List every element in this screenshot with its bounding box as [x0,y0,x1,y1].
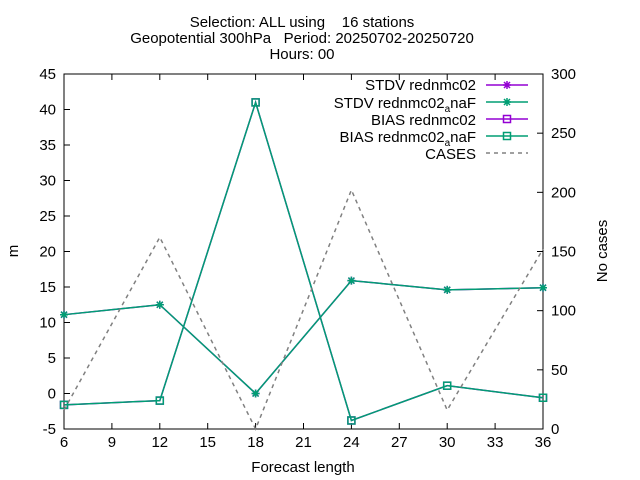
x-tick-label: 27 [391,434,408,451]
y-tick-label: 20 [39,244,56,261]
data-point-bias-rednmc02anaf [251,98,260,107]
x-tick-label: 30 [439,434,456,451]
title-line-3: Hours: 00 [269,46,334,63]
data-point-stdv-rednmc02anaf [251,389,260,398]
y2-tick-label: 150 [551,244,576,261]
y-tick-label: 0 [48,386,56,403]
y2-tick-label: 250 [551,125,576,142]
legend-marker-bias-rednmc02anaf [502,131,512,141]
legend-marker-stdv-rednmc02anaf [503,98,511,106]
x-tick-label: 15 [199,434,216,451]
x-tick-label: 12 [151,434,168,451]
data-point-stdv-rednmc02anaf [443,285,452,294]
data-point-stdv-rednmc02anaf [539,283,547,292]
y-tick-label: 45 [39,66,56,83]
series-bias-rednmc02anaf [59,98,548,425]
y-tick-label: 30 [39,173,56,190]
y-axis-left: -5 0 5 10 15 20 25 30 35 40 45 [39,66,70,438]
title-line-1: Selection: ALL using 16 stations [190,14,415,31]
series-line-cases [63,188,544,431]
y-axis-right: 0 50 100 150 200 250 300 [537,66,576,438]
data-point-bias-rednmc02anaf [538,393,548,403]
data-point-bias-rednmc02anaf [442,381,452,390]
data-point-stdv-rednmc02anaf [60,310,68,319]
series-stdv-rednmc02anaf [60,276,547,398]
x-tick-label: 18 [247,434,264,451]
y2-tick-label: 0 [551,421,559,438]
legend: STDV rednmc02 STDV rednmc02anaF BIAS red… [334,77,528,163]
title-line-2: Geopotential 300hPa Period: 20250702-202… [130,30,474,47]
x-tick-label: 36 [535,434,552,451]
y-tick-label: 10 [39,315,56,332]
y-tick-label: 15 [39,279,56,296]
data-point-stdv-rednmc02anaf [155,300,164,309]
data-point-stdv-rednmc02anaf [347,276,356,285]
legend-label-cases: CASES [425,146,476,163]
y-tick-label: -5 [43,421,56,438]
y2-tick-label: 50 [551,362,568,379]
series-layer [59,98,548,431]
y2-tick-label: 300 [551,66,576,83]
legend-marker-stdv-rednmc02 [503,81,511,89]
legend-label-bias-rednmc02: BIAS rednmc02 [371,112,476,129]
x-axis: 6 9 12 15 18 21 24 27 30 33 36 [60,74,552,451]
x-tick-label: 33 [487,434,504,451]
chart-title: Selection: ALL using 16 stations Geopote… [130,14,474,63]
legend-label-stdv-rednmc02: STDV rednmc02 [365,77,476,94]
y-tick-label: 40 [39,102,56,119]
x-tick-label: 21 [295,434,312,451]
y2-tick-label: 200 [551,184,576,201]
y-tick-label: 35 [39,137,56,154]
y-axis-label: m [5,245,22,258]
series-line-stdv-rednmc02anaf [63,279,544,395]
x-tick-label: 6 [60,434,68,451]
y2-axis-label: No cases [594,220,611,283]
x-tick-label: 24 [343,434,360,451]
data-point-bias-rednmc02anaf [59,400,69,410]
x-axis-label: Forecast length [251,459,354,476]
y2-tick-label: 100 [551,303,576,320]
series-line-bias-rednmc02anaf [63,99,544,422]
x-tick-label: 9 [108,434,116,451]
legend-marker-bias-rednmc02 [502,114,512,124]
data-point-bias-rednmc02anaf [155,396,165,405]
legend-swatches [486,81,528,154]
legend-label-stdv-rednmc02-anaf: STDV rednmc02anaF [334,95,476,115]
series-cases [63,188,544,431]
y-tick-label: 25 [39,208,56,225]
legend-label-bias-rednmc02-anaf: BIAS rednmc02anaF [340,129,476,149]
data-point-bias-rednmc02anaf [347,416,356,425]
y-tick-label: 5 [48,350,56,367]
